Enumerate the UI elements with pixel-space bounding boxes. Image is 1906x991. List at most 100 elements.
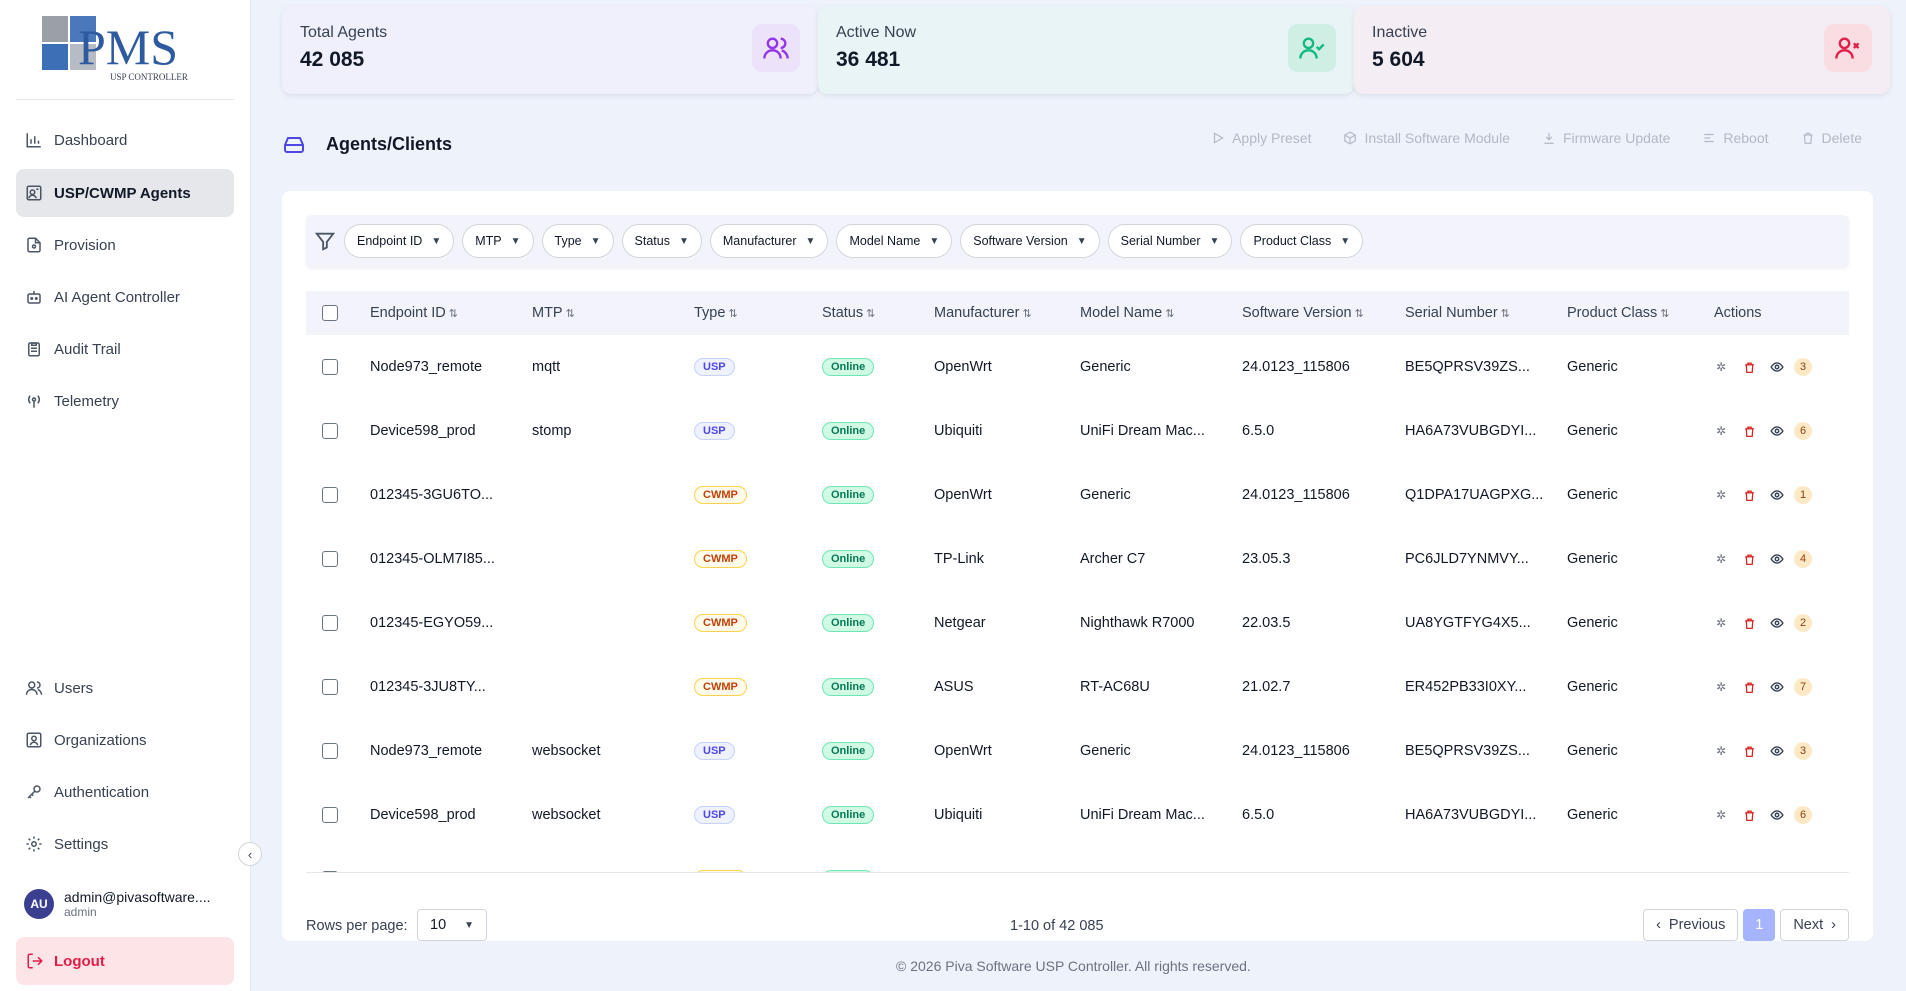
row-checkbox[interactable] bbox=[322, 359, 338, 376]
logout-button[interactable]: Logout bbox=[16, 937, 234, 985]
filter-bar: Endpoint ID ▼ MTP ▼ Type ▼ Status ▼ Manufact… bbox=[306, 215, 1849, 267]
column-header-manufacturer[interactable]: Manufacturer ⇅ bbox=[934, 291, 1080, 335]
cell-model-name: UniFi Dream Mac... bbox=[1080, 423, 1205, 439]
page-number-current[interactable]: 1 bbox=[1743, 909, 1776, 941]
column-header-serial-number[interactable]: Serial Number ⇅ bbox=[1405, 291, 1567, 335]
filter-product-class[interactable]: Product Class ▼ bbox=[1240, 224, 1364, 258]
filter-serial-number[interactable]: Serial Number ▼ bbox=[1107, 224, 1233, 258]
table-row[interactable]: CWMP Online bbox=[306, 847, 1849, 872]
row-checkbox[interactable] bbox=[322, 871, 338, 872]
column-header-software-version[interactable]: Software Version ⇅ bbox=[1242, 291, 1405, 335]
cell-serial-number: BE5QPRSV39ZS... bbox=[1405, 359, 1530, 375]
next-page-button[interactable]: Next › bbox=[1780, 909, 1849, 941]
column-header-type[interactable]: Type ⇅ bbox=[694, 291, 822, 335]
table-row[interactable]: Device598_prod websocket USP Online Ubiq… bbox=[306, 783, 1849, 847]
sidebar-item-authentication[interactable]: Authentication bbox=[16, 768, 234, 816]
filter-mtp[interactable]: MTP ▼ bbox=[462, 224, 534, 258]
filter-type[interactable]: Type ▼ bbox=[541, 224, 614, 258]
filter-endpoint-id[interactable]: Endpoint ID ▼ bbox=[344, 224, 455, 258]
row-checkbox[interactable] bbox=[322, 743, 338, 760]
cell-serial-number: Q1DPA17UAGPXG... bbox=[1405, 487, 1544, 503]
copyright-text: © 2026 Piva Software USP Controller. All… bbox=[896, 958, 1251, 974]
column-header-status[interactable]: Status ⇅ bbox=[822, 291, 934, 335]
filter-software-version[interactable]: Software Version ▼ bbox=[960, 224, 1100, 258]
trash-icon[interactable] bbox=[1742, 616, 1756, 630]
eye-icon[interactable] bbox=[1770, 744, 1784, 758]
sidebar-item-audit-trail[interactable]: Audit Trail bbox=[16, 325, 234, 373]
gear-icon[interactable]: ✲ bbox=[1715, 424, 1727, 438]
eye-icon[interactable] bbox=[1770, 424, 1784, 438]
logo[interactable]: PMS USP CONTROLLER bbox=[40, 14, 210, 86]
table-row[interactable]: 012345-3JU8TY... CWMP Online ASUS RT-AC6… bbox=[306, 655, 1849, 719]
trash-icon[interactable] bbox=[1742, 552, 1756, 566]
eye-icon[interactable] bbox=[1770, 552, 1784, 566]
install-software-module-button[interactable]: Install Software Module bbox=[1343, 130, 1510, 146]
column-header-model-name[interactable]: Model Name ⇅ bbox=[1080, 291, 1242, 335]
filter-label: Type bbox=[554, 234, 582, 248]
trash-icon[interactable] bbox=[1742, 744, 1756, 758]
filter-manufacturer[interactable]: Manufacturer ▼ bbox=[709, 224, 829, 258]
next-label: Next bbox=[1793, 917, 1824, 933]
rows-per-page-select[interactable]: 10 ▼ bbox=[417, 909, 487, 941]
column-header-product-class[interactable]: Product Class ⇅ bbox=[1567, 291, 1714, 335]
trash-icon[interactable] bbox=[1742, 488, 1756, 502]
gear-icon[interactable]: ✲ bbox=[1715, 488, 1727, 502]
row-checkbox[interactable] bbox=[322, 807, 338, 824]
reboot-button[interactable]: Reboot bbox=[1702, 130, 1769, 146]
sort-icon: ⇅ bbox=[1022, 308, 1032, 320]
gear-icon[interactable]: ✲ bbox=[1715, 680, 1727, 694]
sidebar-item-ai-agent-controller[interactable]: AI Agent Controller bbox=[16, 273, 234, 321]
previous-page-button[interactable]: ‹ Previous bbox=[1643, 909, 1739, 941]
sidebar-item-provision[interactable]: Provision bbox=[16, 221, 234, 269]
select-all-checkbox[interactable] bbox=[322, 305, 338, 322]
cell-endpoint-id: 012345-OLM7I85... bbox=[370, 551, 495, 567]
key-icon bbox=[24, 782, 44, 802]
row-checkbox[interactable] bbox=[322, 679, 338, 696]
cell-product-class: Generic bbox=[1567, 551, 1618, 567]
table-row[interactable]: Node973_remote websocket USP Online Open… bbox=[306, 719, 1849, 783]
antenna-icon bbox=[24, 391, 44, 411]
column-header-mtp[interactable]: MTP ⇅ bbox=[532, 291, 694, 335]
table-row[interactable]: 012345-3GU6TO... CWMP Online OpenWrt Gen… bbox=[306, 463, 1849, 527]
sidebar-item-agents[interactable]: USP/CWMP Agents bbox=[16, 169, 234, 217]
filter-status[interactable]: Status ▼ bbox=[621, 224, 702, 258]
delete-button[interactable]: Delete bbox=[1801, 130, 1862, 146]
firmware-update-button[interactable]: Firmware Update bbox=[1542, 130, 1670, 146]
cell-endpoint-id: Device598_prod bbox=[370, 423, 476, 439]
user-profile[interactable]: AU admin@pivasoftware.... admin bbox=[24, 882, 234, 926]
gear-icon[interactable]: ✲ bbox=[1715, 808, 1727, 822]
row-checkbox[interactable] bbox=[322, 487, 338, 504]
collapse-sidebar-button[interactable]: ‹ bbox=[238, 842, 262, 866]
chevron-down-icon: ▼ bbox=[1340, 235, 1351, 247]
table-row[interactable]: 012345-OLM7I85... CWMP Online TP-Link Ar… bbox=[306, 527, 1849, 591]
trash-icon[interactable] bbox=[1742, 808, 1756, 822]
sidebar-item-label: Users bbox=[54, 679, 94, 697]
sidebar-item-users[interactable]: Users bbox=[16, 664, 234, 712]
row-checkbox[interactable] bbox=[322, 423, 338, 440]
eye-icon[interactable] bbox=[1770, 808, 1784, 822]
filter-model-name[interactable]: Model Name ▼ bbox=[836, 224, 953, 258]
gear-icon[interactable]: ✲ bbox=[1715, 616, 1727, 630]
table-row[interactable]: Node973_remote mqtt USP Online OpenWrt G… bbox=[306, 335, 1849, 399]
table-row[interactable]: Device598_prod stomp USP Online Ubiquiti… bbox=[306, 399, 1849, 463]
row-checkbox[interactable] bbox=[322, 551, 338, 568]
row-actions: ✲ 6 bbox=[1714, 422, 1849, 440]
eye-icon[interactable] bbox=[1770, 680, 1784, 694]
sidebar-item-settings[interactable]: Settings bbox=[16, 820, 234, 868]
sidebar-item-dashboard[interactable]: Dashboard bbox=[16, 116, 234, 164]
column-header-endpoint-id[interactable]: Endpoint ID ⇅ bbox=[370, 291, 532, 335]
trash-icon[interactable] bbox=[1742, 680, 1756, 694]
sidebar-item-telemetry[interactable]: Telemetry bbox=[16, 377, 234, 425]
gear-icon[interactable]: ✲ bbox=[1715, 744, 1727, 758]
trash-icon[interactable] bbox=[1742, 360, 1756, 374]
gear-icon[interactable]: ✲ bbox=[1715, 360, 1727, 374]
gear-icon[interactable]: ✲ bbox=[1715, 552, 1727, 566]
eye-icon[interactable] bbox=[1770, 616, 1784, 630]
eye-icon[interactable] bbox=[1770, 360, 1784, 374]
eye-icon[interactable] bbox=[1770, 488, 1784, 502]
row-checkbox[interactable] bbox=[322, 615, 338, 632]
sidebar-item-organizations[interactable]: Organizations bbox=[16, 716, 234, 764]
trash-icon[interactable] bbox=[1742, 424, 1756, 438]
table-row[interactable]: 012345-EGYO59... CWMP Online Netgear Nig… bbox=[306, 591, 1849, 655]
apply-preset-button[interactable]: Apply Preset bbox=[1211, 130, 1311, 146]
